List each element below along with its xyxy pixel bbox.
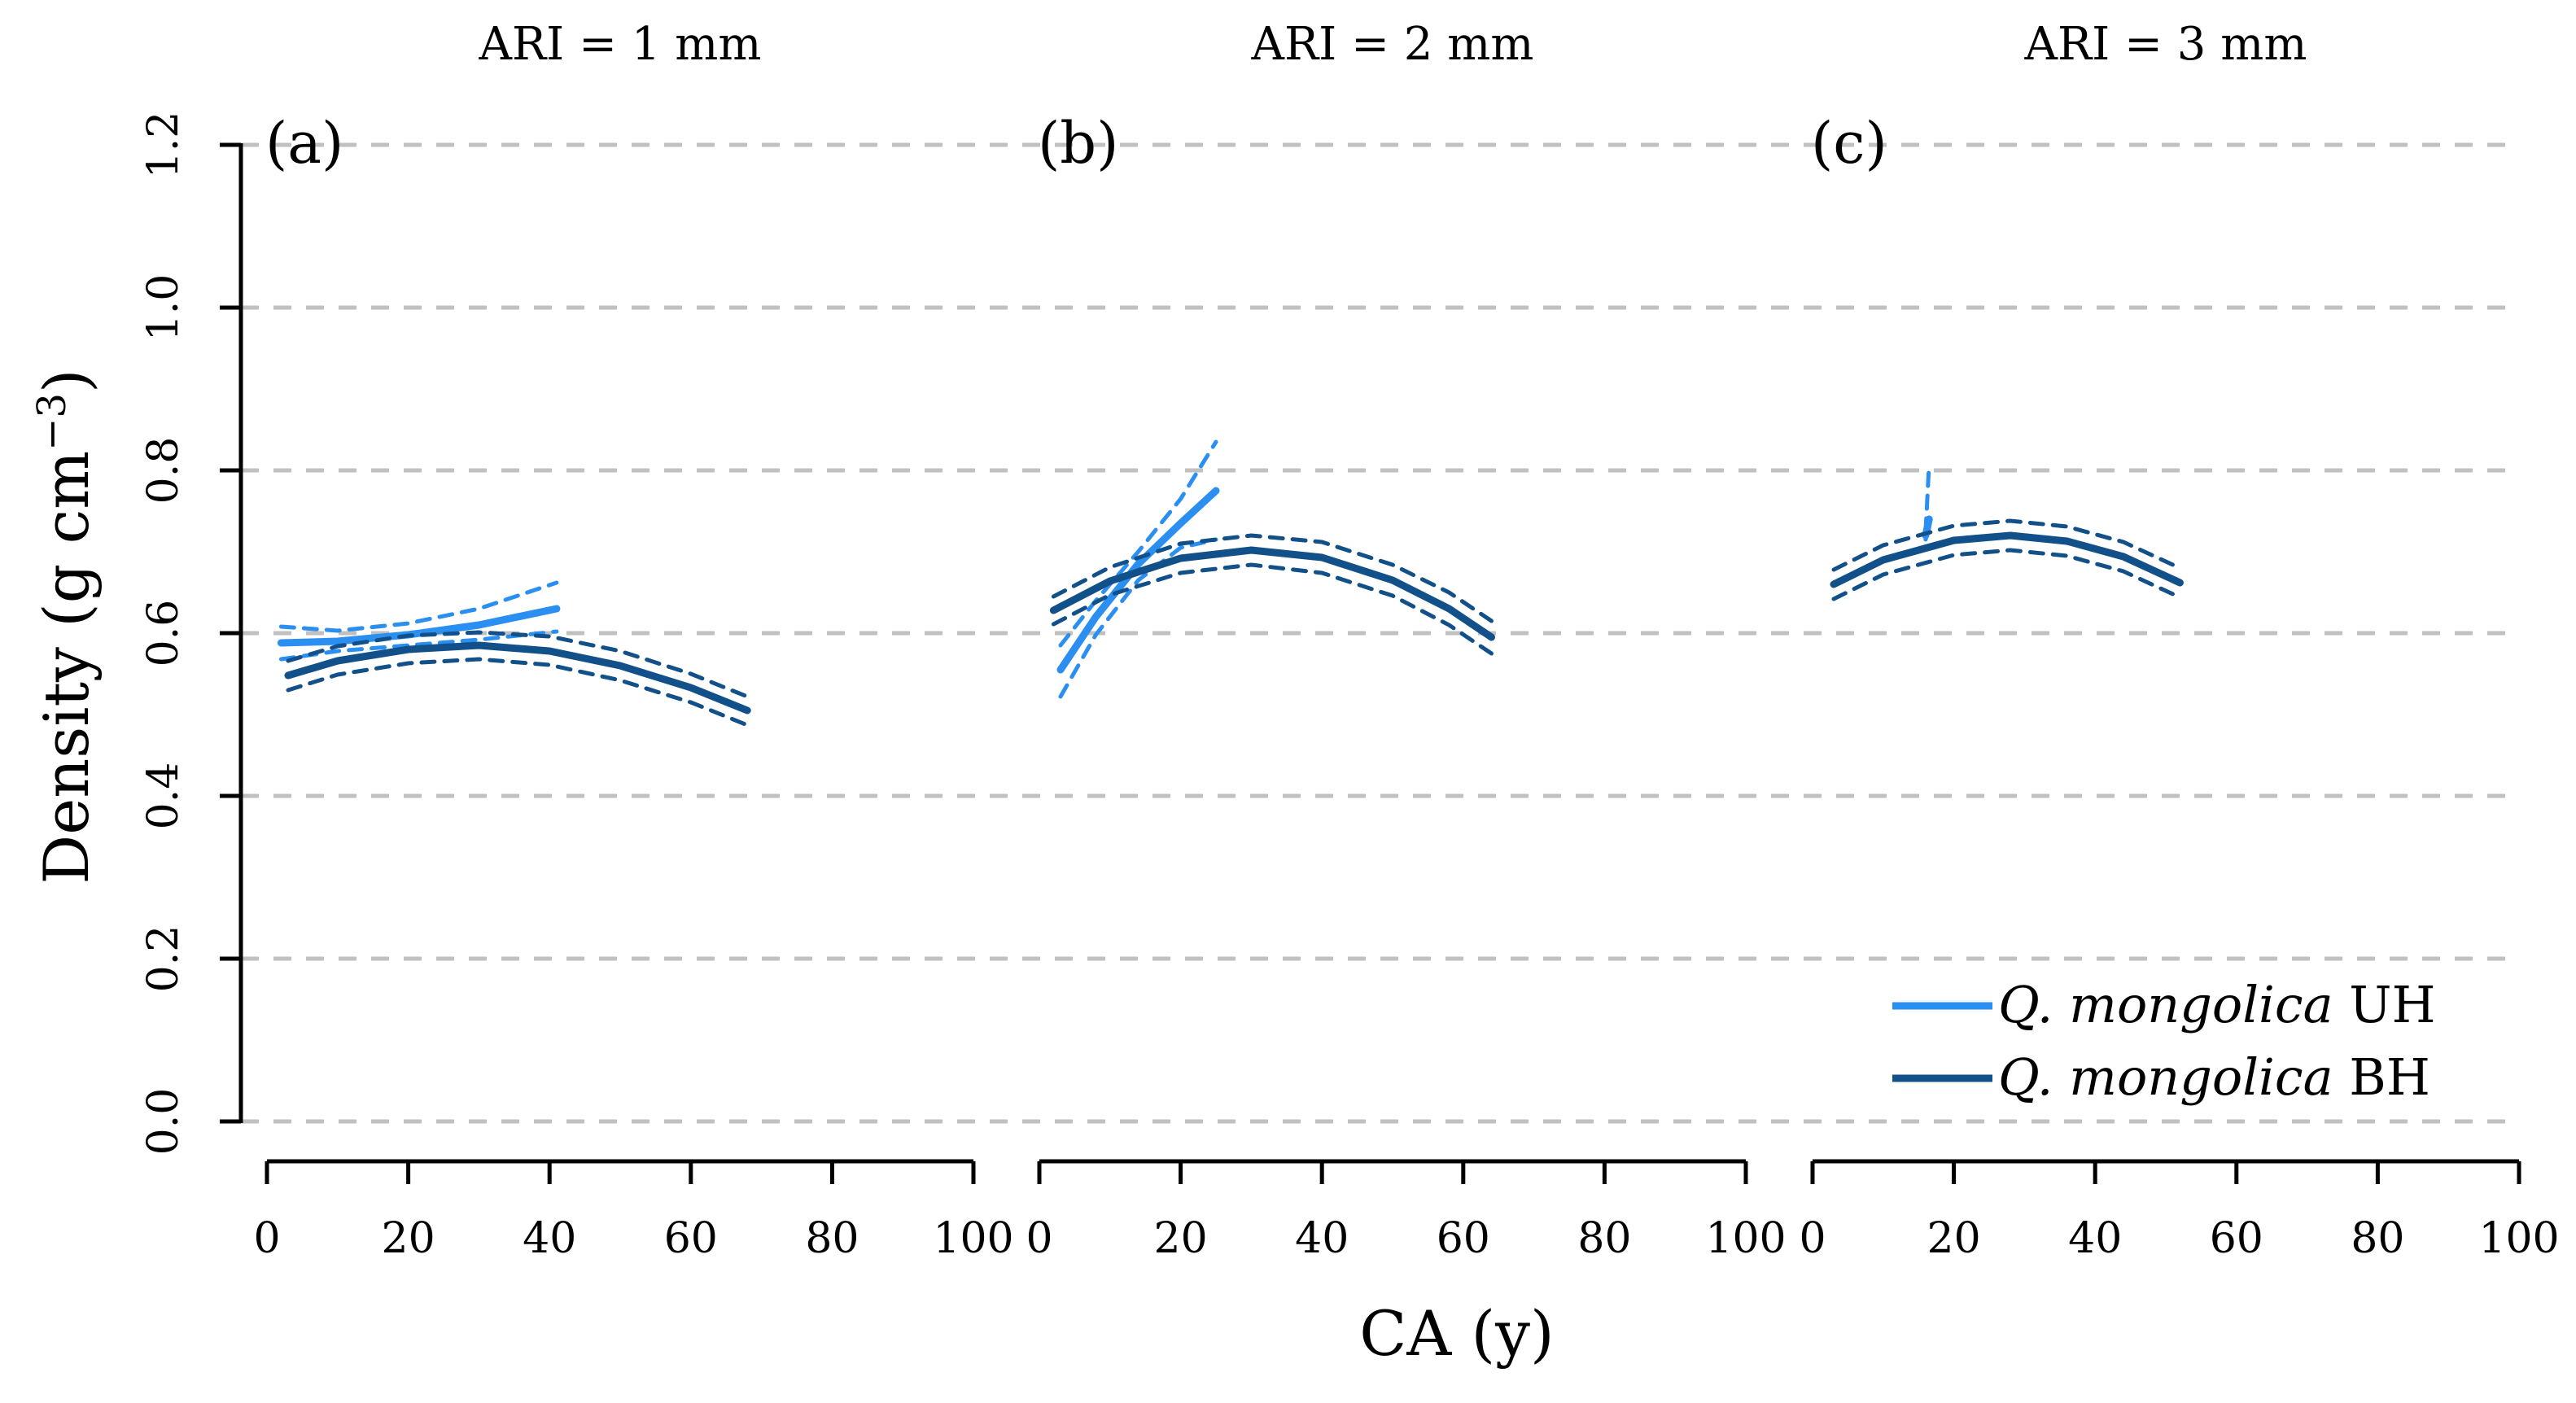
ci-lower-line	[1051, 562, 1494, 656]
legend-group-bh: BH	[2349, 1047, 2430, 1107]
y-axis-title: Density (g cm−3)	[29, 369, 103, 884]
x-tick-label: 100	[2478, 1214, 2559, 1263]
x-tick-label: 60	[664, 1214, 718, 1263]
fit-line	[284, 641, 751, 715]
series-bh-panel-3	[1830, 518, 2184, 601]
fit-line	[1049, 546, 1495, 641]
ci-lower-line	[278, 629, 559, 662]
grid-layer	[241, 142, 2515, 1124]
y-tick-label: 1.2	[139, 111, 188, 179]
series-bh-panel-1	[284, 630, 751, 728]
ci-upper-line	[1831, 518, 2182, 572]
panel-tag-3: (c)	[1811, 110, 1887, 177]
x-tick-label: 80	[805, 1214, 859, 1263]
text-layer: ARI = 1 mm (a) ARI = 2 mm (b) ARI = 3 mm (c)	[265, 18, 2307, 177]
legend-group-uh: UH	[2349, 975, 2435, 1034]
ci-upper-line	[1051, 533, 1494, 623]
x-tick-label: 100	[1705, 1214, 1786, 1263]
y-tick-label: 1.0	[139, 274, 188, 342]
fit-line	[1830, 531, 2184, 588]
panel-title-3: ARI = 3 mm	[2024, 18, 2307, 71]
series-bh-panel-2	[1049, 533, 1495, 656]
x-tick-label: 40	[1295, 1214, 1349, 1263]
x-tick-label: 0	[253, 1214, 280, 1263]
panel-title-1: ARI = 1 mm	[479, 18, 762, 71]
x-tick-label: 0	[1026, 1214, 1052, 1263]
ci-lower-line	[1831, 548, 2182, 601]
fit-line	[1056, 487, 1220, 674]
x-tick-label: 40	[2068, 1214, 2122, 1263]
x-tick-label: 60	[2210, 1214, 2263, 1263]
series-uh-panel-2	[1056, 439, 1220, 699]
x-tick-label: 80	[2351, 1214, 2404, 1263]
ci-upper-line	[278, 580, 559, 633]
y-axis-title-superscript: −3	[29, 393, 75, 451]
x-tick-label: 20	[1154, 1214, 1208, 1263]
ci-lower-line	[1058, 537, 1218, 699]
ci-upper-line	[1058, 439, 1218, 648]
legend-label-uh: Q. mongolica UH	[1998, 975, 2436, 1034]
panel-title-2: ARI = 2 mm	[1251, 18, 1534, 71]
y-tick-label: 0.8	[139, 437, 188, 505]
legend-species-uh: Q. mongolica	[1998, 975, 2333, 1034]
y-tick-label: 0.4	[139, 763, 188, 830]
series-uh-panel-3	[1922, 461, 1933, 542]
series-layer	[277, 439, 2184, 728]
x-tick-label: 20	[382, 1214, 435, 1263]
panel-tag-1: (a)	[265, 110, 343, 177]
x-tick-label: 20	[1927, 1214, 1981, 1263]
legend-label-bh: Q. mongolica BH	[1998, 1047, 2430, 1107]
legend-species-bh: Q. mongolica	[1998, 1047, 2333, 1107]
x-tick-label: 40	[523, 1214, 576, 1263]
y-tick-label: 0.6	[139, 600, 188, 667]
y-axis-title-close: )	[30, 369, 103, 393]
x-axis-title: CA (y)	[1359, 1297, 1554, 1370]
x-tick-label: 0	[1799, 1214, 1826, 1263]
axis-layer: 0.0 0.2 0.4 0.6 0.8 1.0 1.2 0 20 40 60 80 100 0 20 40 60…	[139, 111, 2560, 1263]
panel-tag-2: (b)	[1038, 110, 1118, 177]
y-tick-label: 0.2	[139, 925, 188, 993]
y-tick-label: 0.0	[139, 1088, 188, 1156]
ci-upper-line	[286, 630, 750, 699]
ci-lower-line	[286, 657, 750, 728]
y-axis-title-main: Density (g cm	[30, 451, 103, 885]
x-tick-label: 80	[1577, 1214, 1631, 1263]
x-tick-label: 60	[1437, 1214, 1490, 1263]
x-tick-label: 100	[933, 1214, 1013, 1263]
legend: Q. mongolica UH Q. mongolica BH	[1892, 975, 2436, 1107]
